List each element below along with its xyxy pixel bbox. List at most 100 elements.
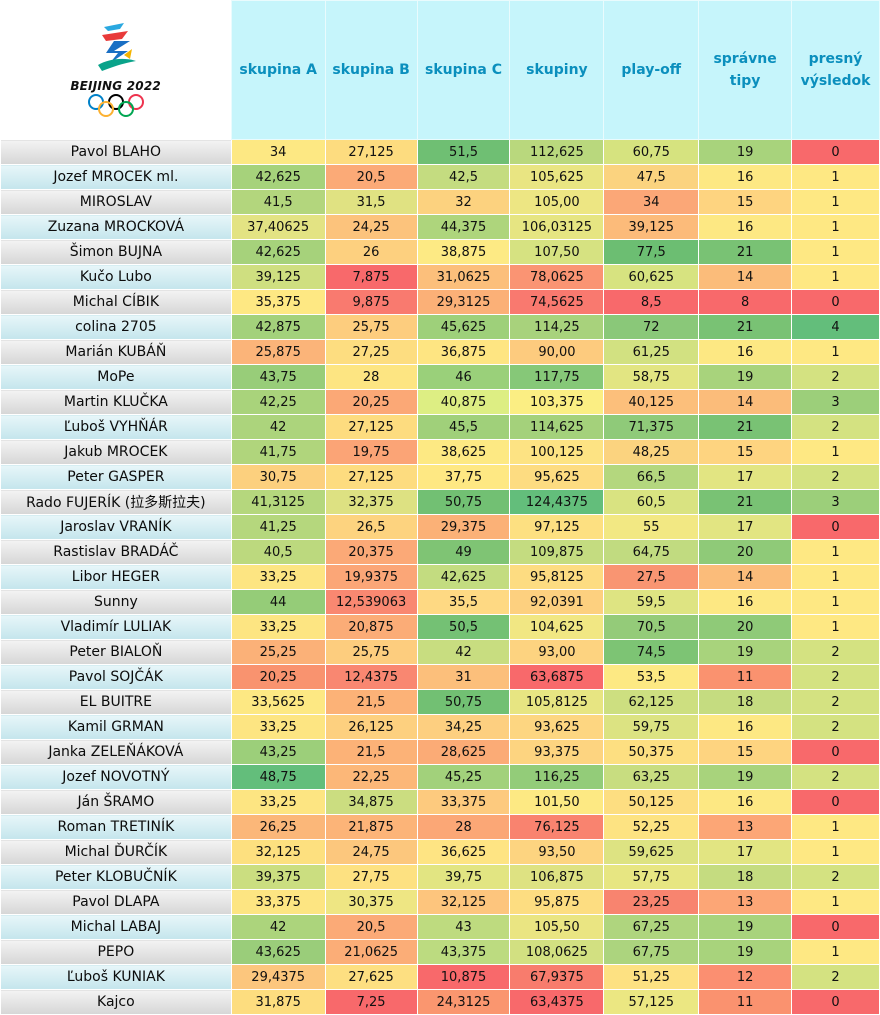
cell-skupina-c: 43	[416, 914, 511, 940]
player-name-cell: Rastislav BRADÁČ	[0, 539, 232, 565]
cell-skupiny: 105,8125	[509, 689, 605, 715]
player-name-cell: colina 2705	[0, 314, 232, 340]
cell-spravne-tipy: 15	[698, 739, 793, 765]
cell-skupina-a: 26,25	[230, 814, 326, 840]
header-row: BEIJING 2022 skupina A skupina B skupina…	[0, 0, 880, 140]
cell-presny-vysledok: 1	[791, 164, 880, 190]
cell-skupiny: 103,375	[509, 389, 605, 415]
cell-skupina-c: 28	[416, 814, 511, 840]
cell-play-off: 62,125	[603, 689, 700, 715]
player-name-cell: Roman TRETINÍK	[0, 814, 232, 840]
cell-skupiny: 100,125	[509, 439, 605, 465]
cell-skupina-a: 31,875	[230, 989, 326, 1015]
cell-skupina-c: 31,0625	[416, 264, 511, 290]
cell-play-off: 51,25	[603, 964, 700, 990]
player-name-cell: EL BUITRE	[0, 689, 232, 715]
cell-skupiny: 105,00	[509, 189, 605, 215]
cell-skupina-b: 27,125	[324, 414, 418, 440]
cell-skupina-b: 27,125	[324, 139, 418, 165]
player-name-cell: Rado FUJERÍK (拉多斯拉夫)	[0, 489, 232, 515]
cell-spravne-tipy: 16	[698, 714, 793, 740]
cell-spravne-tipy: 16	[698, 339, 793, 365]
table-row: Ján ŠRAMO 33,25 34,875 33,375 101,50 50,125 16…	[0, 789, 880, 815]
cell-skupiny: 67,9375	[509, 964, 605, 990]
cell-spravne-tipy: 20	[698, 614, 793, 640]
player-name-cell: Kajco	[0, 989, 232, 1015]
table-row: Ľuboš VYHŇÁR 42 27,125 45,5 114,625 71,375 21 2	[0, 414, 880, 440]
table-row: Kučo Lubo 39,125 7,875 31,0625 78,0625 60,625…	[0, 264, 880, 290]
cell-play-off: 67,75	[603, 939, 700, 965]
cell-skupina-a: 44	[230, 589, 326, 615]
header-skupina-a: skupina A	[230, 0, 326, 140]
cell-skupiny: 63,6875	[509, 664, 605, 690]
cell-spravne-tipy: 11	[698, 664, 793, 690]
cell-spravne-tipy: 21	[698, 414, 793, 440]
cell-skupina-c: 32,125	[416, 889, 511, 915]
table-row: MoPe 43,75 28 46 117,75 58,75 19 2	[0, 364, 880, 390]
cell-skupina-c: 45,625	[416, 314, 511, 340]
table-row: Kamil GRMAN 33,25 26,125 34,25 93,625 59,75 16…	[0, 714, 880, 740]
cell-skupiny: 74,5625	[509, 289, 605, 315]
cell-skupina-b: 25,75	[324, 639, 418, 665]
cell-presny-vysledok: 1	[791, 839, 880, 865]
player-name-cell: Peter KLOBUČNÍK	[0, 864, 232, 890]
cell-skupina-a: 42,25	[230, 389, 326, 415]
cell-skupiny: 93,50	[509, 839, 605, 865]
player-name-cell: Marián KUBÁŇ	[0, 339, 232, 365]
cell-skupina-b: 24,75	[324, 839, 418, 865]
cell-presny-vysledok: 0	[791, 289, 880, 315]
table-row: MIROSLAV 41,5 31,5 32 105,00 34 15 1	[0, 189, 880, 215]
header-spravne-tipy: správne tipy	[698, 0, 793, 140]
cell-play-off: 57,125	[603, 989, 700, 1015]
player-name-cell: Pavol BLAHO	[0, 139, 232, 165]
player-name-cell: Ľuboš VYHŇÁR	[0, 414, 232, 440]
cell-skupina-a: 40,5	[230, 539, 326, 565]
logo-cell: BEIJING 2022	[0, 0, 232, 140]
cell-skupina-b: 26,125	[324, 714, 418, 740]
cell-presny-vysledok: 2	[791, 964, 880, 990]
cell-presny-vysledok: 0	[791, 514, 880, 540]
cell-presny-vysledok: 0	[791, 789, 880, 815]
cell-presny-vysledok: 1	[791, 264, 880, 290]
cell-skupina-c: 40,875	[416, 389, 511, 415]
player-name-cell: MIROSLAV	[0, 189, 232, 215]
cell-play-off: 64,75	[603, 539, 700, 565]
cell-spravne-tipy: 12	[698, 964, 793, 990]
cell-spravne-tipy: 14	[698, 564, 793, 590]
table-row: Kajco 31,875 7,25 24,3125 63,4375 57,125 11 0	[0, 989, 880, 1015]
cell-skupina-b: 21,0625	[324, 939, 418, 965]
table-row: Ľuboš KUNIAK 29,4375 27,625 10,875 67,9375 51…	[0, 964, 880, 990]
table-row: Michal CÍBIK 35,375 9,875 29,3125 74,5625 8,5…	[0, 289, 880, 315]
cell-presny-vysledok: 1	[791, 564, 880, 590]
cell-skupiny: 116,25	[509, 764, 605, 790]
cell-skupina-a: 43,625	[230, 939, 326, 965]
table-row: Zuzana MROCKOVÁ 37,40625 24,25 44,375 106,03…	[0, 214, 880, 240]
cell-skupina-c: 29,375	[416, 514, 511, 540]
cell-play-off: 74,5	[603, 639, 700, 665]
cell-skupina-a: 42,625	[230, 164, 326, 190]
cell-skupiny: 97,125	[509, 514, 605, 540]
player-name-cell: Ján ŠRAMO	[0, 789, 232, 815]
cell-skupina-c: 29,3125	[416, 289, 511, 315]
cell-play-off: 61,25	[603, 339, 700, 365]
cell-skupina-a: 41,75	[230, 439, 326, 465]
cell-skupina-a: 43,25	[230, 739, 326, 765]
cell-skupina-a: 48,75	[230, 764, 326, 790]
table-row: Šimon BUJNA 42,625 26 38,875 107,50 77,5 21 1	[0, 239, 880, 265]
cell-skupina-b: 24,25	[324, 214, 418, 240]
table-row: Sunny 44 12,539063 35,5 92,0391 59,5 16 1	[0, 589, 880, 615]
cell-skupina-a: 32,125	[230, 839, 326, 865]
cell-presny-vysledok: 2	[791, 864, 880, 890]
cell-skupina-a: 37,40625	[230, 214, 326, 240]
cell-spravne-tipy: 21	[698, 314, 793, 340]
cell-skupina-a: 42,625	[230, 239, 326, 265]
cell-skupina-c: 35,5	[416, 589, 511, 615]
player-name-cell: Libor HEGER	[0, 564, 232, 590]
cell-play-off: 77,5	[603, 239, 700, 265]
player-name-cell: Jaroslav VRANÍK	[0, 514, 232, 540]
cell-play-off: 53,5	[603, 664, 700, 690]
cell-spravne-tipy: 21	[698, 489, 793, 515]
cell-skupiny: 95,625	[509, 464, 605, 490]
player-name-cell: Pavol SOJČÁK	[0, 664, 232, 690]
cell-skupina-c: 42,625	[416, 564, 511, 590]
